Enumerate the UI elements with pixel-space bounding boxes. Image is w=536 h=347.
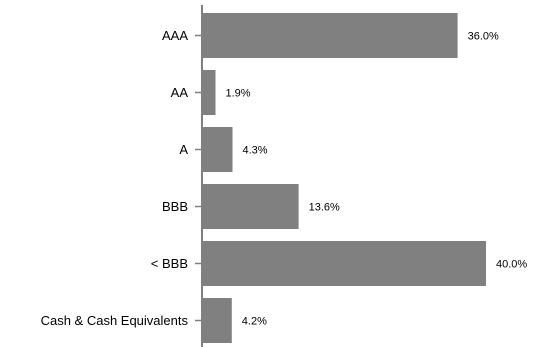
category-label-1: AA [171, 85, 189, 100]
value-label-2: 4.3% [243, 145, 268, 157]
bar-4 [202, 241, 486, 286]
value-labels-group: 36.0% 1.9% 4.3% 13.6% 40.0% 4.2% [226, 31, 528, 328]
value-label-1: 1.9% [226, 88, 251, 100]
category-label-2: A [179, 142, 188, 157]
bar-1 [202, 70, 216, 115]
category-label-4: < BBB [151, 256, 188, 271]
category-label-3: BBB [162, 199, 188, 214]
value-label-4: 40.0% [496, 259, 527, 271]
value-label-5: 4.2% [242, 316, 267, 328]
tick-marks-group [195, 34, 202, 322]
bar-3 [202, 184, 299, 229]
value-label-0: 36.0% [468, 31, 499, 43]
bar-5 [202, 298, 232, 343]
bar-2 [202, 127, 233, 172]
value-label-3: 13.6% [309, 202, 340, 214]
bars-group [202, 13, 486, 343]
category-label-5: Cash & Cash Equivalents [41, 313, 189, 328]
category-label-0: AAA [162, 28, 188, 43]
bar-0 [202, 13, 458, 58]
